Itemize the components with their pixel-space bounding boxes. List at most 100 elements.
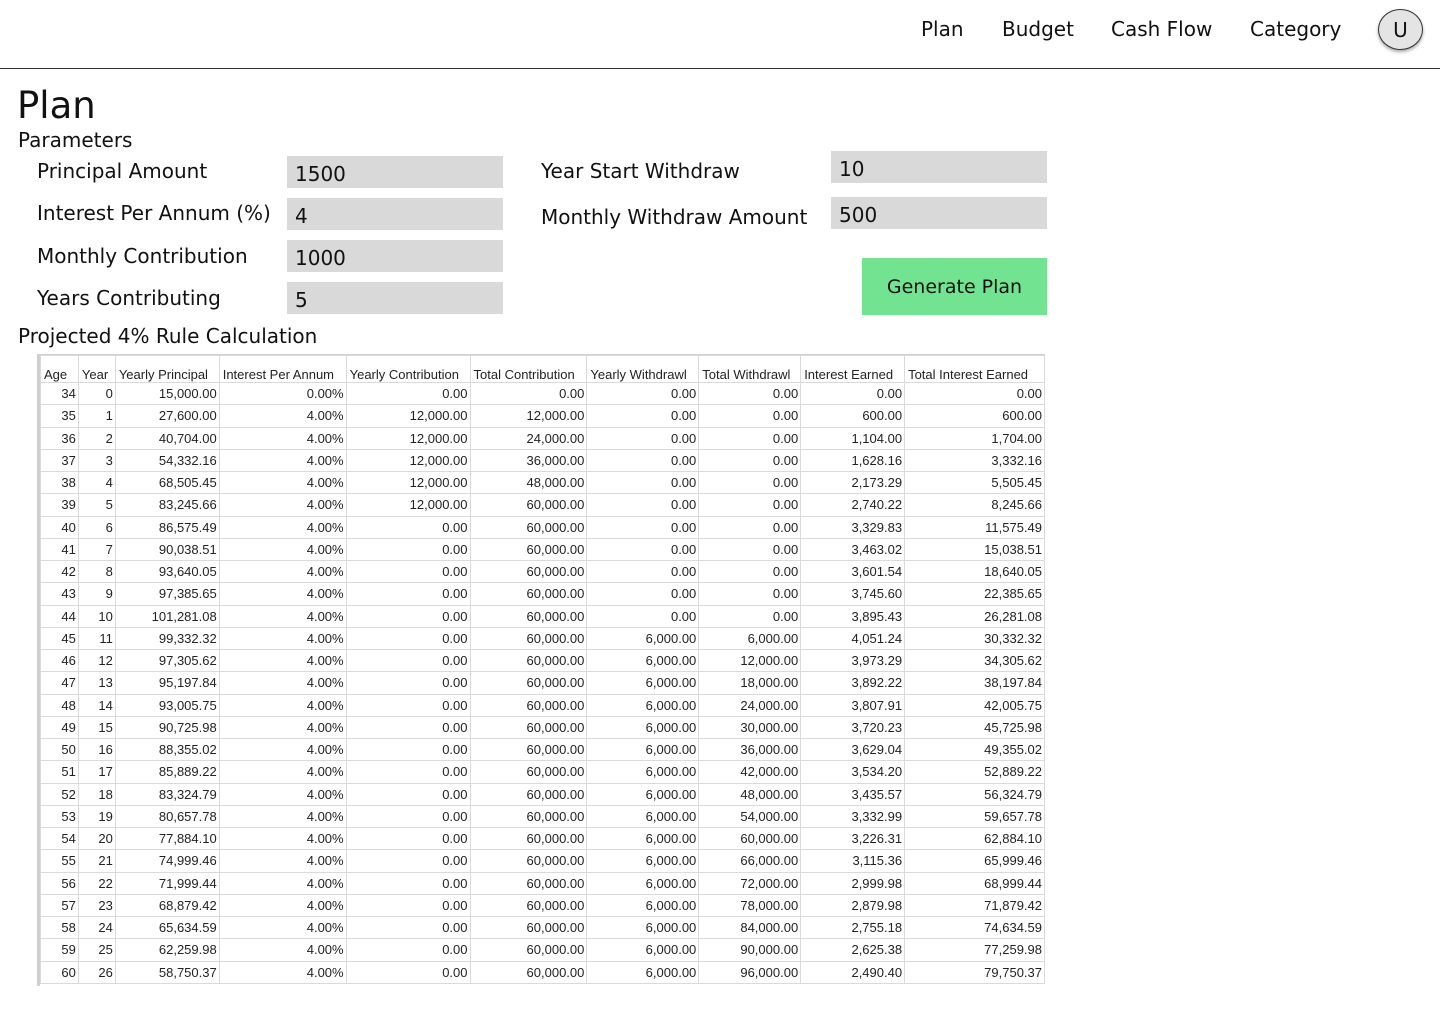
projection-table: Age Year Yearly Principal Interest Per Annu…	[40, 355, 1045, 984]
table-cell: 4,051.24	[800, 626, 906, 651]
table-cell: 0.00	[586, 604, 700, 628]
table-cell: 600.00	[800, 404, 906, 428]
table-cell: 66,000.00	[698, 849, 802, 873]
years-contributing-input[interactable]: 5	[287, 282, 503, 314]
table-cell: 84,000.00	[698, 915, 802, 940]
table-cell: 60,000.00	[469, 604, 588, 628]
table-cell: 52	[40, 782, 79, 806]
generate-plan-button[interactable]: Generate Plan	[862, 258, 1047, 315]
table-cell: 60,000.00	[469, 648, 588, 673]
table-cell: 6	[77, 515, 116, 539]
table-cell: 0.00	[586, 448, 700, 473]
table-cell: 97,305.62	[114, 648, 220, 673]
year-start-withdraw-input[interactable]: 10	[831, 151, 1047, 183]
table-cell: 3,332.16	[904, 448, 1045, 473]
table-cell: 60,000.00	[469, 559, 588, 584]
table-cell: 0.00	[345, 849, 471, 873]
table-cell: 48,000.00	[469, 470, 588, 495]
table-cell: 12,000.00	[345, 448, 471, 473]
table-cell: 12,000.00	[345, 404, 471, 428]
table-cell: 4.00%	[218, 960, 347, 984]
table-cell: 0.00	[586, 559, 700, 584]
table-cell: 4.00%	[218, 426, 347, 450]
nav-category-link[interactable]: Category	[1250, 17, 1342, 41]
table-cell: 95,197.84	[114, 671, 220, 695]
table-cell: 3,745.60	[800, 582, 906, 606]
table-cell: 77,259.98	[904, 938, 1045, 962]
table-cell: 4.00%	[218, 893, 347, 918]
table-cell: 0.00	[586, 426, 700, 450]
table-cell: 68,505.45	[114, 470, 220, 495]
table-cell: 0.00	[345, 648, 471, 673]
table-cell: 11,575.49	[904, 515, 1045, 539]
table-cell: 4.00%	[218, 938, 347, 962]
column-header: Yearly Contribution	[345, 355, 471, 383]
nav-plan-link[interactable]: Plan	[921, 17, 964, 41]
table-cell: 0.00	[345, 582, 471, 606]
table-cell: 90,038.51	[114, 537, 220, 562]
table-cell: 34	[40, 381, 79, 406]
table-row: 51 17 85,889.22 4.00% 0.00 60,000.00 6,000.00 4…	[40, 760, 1045, 784]
table-cell: 4.00%	[218, 826, 347, 851]
nav-cash-flow-link[interactable]: Cash Flow	[1111, 17, 1213, 41]
table-cell: 0.00	[698, 381, 802, 406]
table-cell: 3	[77, 448, 116, 473]
years-contributing-label: Years Contributing	[37, 286, 221, 310]
table-cell: 4.00%	[218, 404, 347, 428]
table-cell: 6,000.00	[586, 826, 700, 851]
table-cell: 18,000.00	[698, 671, 802, 695]
table-cell: 4.00%	[218, 448, 347, 473]
table-cell: 0.00	[345, 960, 471, 984]
table-cell: 60,000.00	[469, 760, 588, 784]
table-cell: 19	[77, 804, 116, 829]
projection-table-container[interactable]: Age Year Yearly Principal Interest Per Annu…	[37, 354, 1045, 986]
interest-per-annum-input[interactable]: 4	[287, 198, 503, 230]
table-cell: 54,332.16	[114, 448, 220, 473]
table-cell: 60,000.00	[469, 515, 588, 539]
column-header: Interest Earned	[800, 355, 906, 383]
table-cell: 97,385.65	[114, 582, 220, 606]
table-cell: 14	[77, 693, 116, 717]
table-cell: 13	[77, 671, 116, 695]
nav-budget-link[interactable]: Budget	[1002, 17, 1074, 41]
table-cell: 6,000.00	[586, 760, 700, 784]
table-cell: 0.00	[345, 671, 471, 695]
principal-amount-input[interactable]: 1500	[287, 156, 503, 188]
table-cell: 54,000.00	[698, 804, 802, 829]
table-cell: 49	[40, 715, 79, 740]
table-cell: 54	[40, 826, 79, 851]
year-start-withdraw-label: Year Start Withdraw	[541, 159, 740, 183]
table-cell: 62,884.10	[904, 826, 1045, 851]
table-cell: 60,000.00	[469, 849, 588, 873]
monthly-withdraw-amount-input[interactable]: 500	[831, 197, 1047, 229]
table-cell: 0.00	[345, 938, 471, 962]
table-row: 48 14 93,005.75 4.00% 0.00 60,000.00 6,000.00 2…	[40, 693, 1045, 717]
table-cell: 6,000.00	[586, 715, 700, 740]
table-cell: 0.00	[698, 582, 802, 606]
table-cell: 60,000.00	[469, 715, 588, 740]
monthly-contribution-input[interactable]: 1000	[287, 240, 503, 272]
table-cell: 101,281.08	[114, 604, 220, 628]
table-cell: 0.00	[586, 493, 700, 517]
projection-heading: Projected 4% Rule Calculation	[18, 324, 318, 348]
table-cell: 6,000.00	[586, 849, 700, 873]
table-row: 49 15 90,725.98 4.00% 0.00 60,000.00 6,000.00 3…	[40, 715, 1045, 740]
table-cell: 1,104.00	[800, 426, 906, 450]
table-cell: 1,628.16	[800, 448, 906, 473]
table-cell: 0.00	[345, 604, 471, 628]
table-cell: 71,879.42	[904, 893, 1045, 918]
table-cell: 46	[40, 648, 79, 673]
user-avatar-button[interactable]: U	[1378, 9, 1423, 50]
table-cell: 85,889.22	[114, 760, 220, 784]
table-cell: 4.00%	[218, 671, 347, 695]
table-cell: 0.00	[345, 626, 471, 651]
table-cell: 5	[77, 493, 116, 517]
table-cell: 50	[40, 737, 79, 762]
table-cell: 68,999.44	[904, 871, 1045, 895]
column-header: Total Interest Earned	[904, 355, 1045, 383]
table-cell: 25	[77, 938, 116, 962]
table-cell: 1	[77, 404, 116, 428]
table-cell: 0.00	[345, 760, 471, 784]
column-header: Age	[40, 355, 79, 383]
monthly-withdraw-amount-label: Monthly Withdraw Amount	[541, 205, 808, 229]
